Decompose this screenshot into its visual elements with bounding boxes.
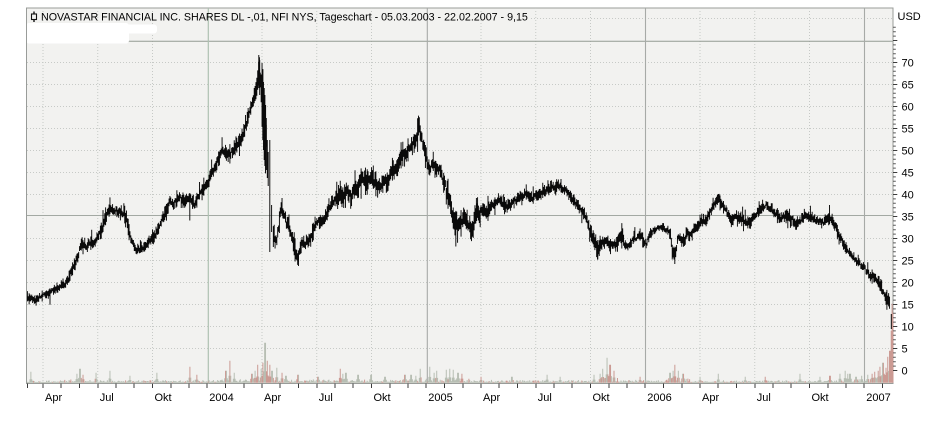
- svg-text:Okt: Okt: [593, 392, 610, 404]
- svg-text:15: 15: [902, 299, 914, 311]
- svg-text:2005: 2005: [428, 392, 452, 404]
- svg-text:Okt: Okt: [155, 392, 172, 404]
- svg-text:Apr: Apr: [702, 392, 719, 404]
- svg-text:Jul: Jul: [538, 392, 552, 404]
- svg-text:55: 55: [902, 123, 914, 135]
- svg-text:Apr: Apr: [264, 392, 281, 404]
- svg-text:0: 0: [902, 365, 908, 377]
- svg-text:2007: 2007: [866, 392, 890, 404]
- svg-text:60: 60: [902, 101, 914, 113]
- svg-text:35: 35: [902, 211, 914, 223]
- svg-text:Jul: Jul: [757, 392, 771, 404]
- svg-text:2004: 2004: [209, 392, 233, 404]
- svg-text:25: 25: [902, 255, 914, 267]
- svg-text:2006: 2006: [647, 392, 671, 404]
- svg-text:Apr: Apr: [483, 392, 500, 404]
- svg-text:Jul: Jul: [319, 392, 333, 404]
- svg-text:50: 50: [902, 145, 914, 157]
- svg-text:30: 30: [902, 233, 914, 245]
- svg-text:65: 65: [902, 79, 914, 91]
- svg-text:Apr: Apr: [45, 392, 62, 404]
- svg-text:45: 45: [902, 167, 914, 179]
- svg-text:70: 70: [902, 57, 914, 69]
- svg-text:Jul: Jul: [100, 392, 114, 404]
- svg-text:40: 40: [902, 189, 914, 201]
- svg-text:Okt: Okt: [812, 392, 829, 404]
- svg-text:5: 5: [902, 343, 908, 355]
- svg-text:Okt: Okt: [374, 392, 391, 404]
- svg-text:USD: USD: [898, 11, 921, 23]
- svg-text:20: 20: [902, 277, 914, 289]
- svg-text:NOVASTAR FINANCIAL INC. SHARES: NOVASTAR FINANCIAL INC. SHARES DL -,01, …: [41, 12, 528, 24]
- svg-text:10: 10: [902, 321, 914, 333]
